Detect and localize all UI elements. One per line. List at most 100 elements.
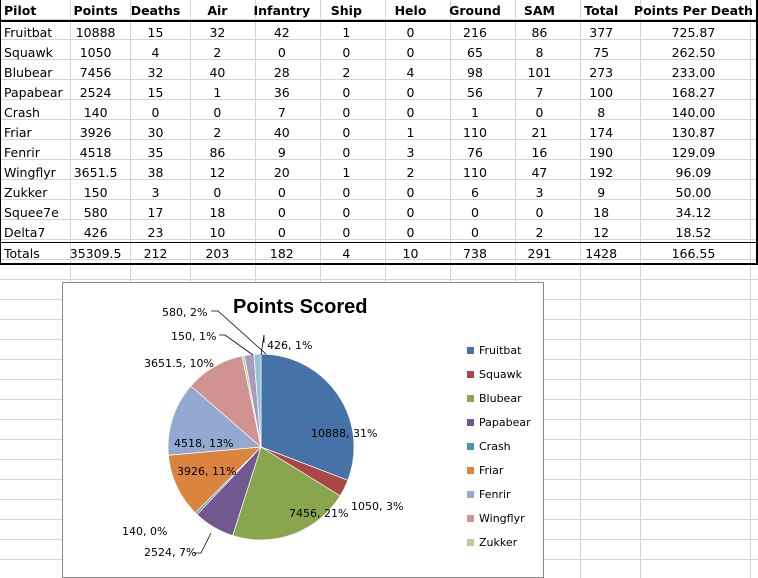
table-cell[interactable]: 98 <box>467 64 483 80</box>
table-cell[interactable]: Delta7 <box>4 224 46 240</box>
totals-cell[interactable]: 212 <box>125 242 186 265</box>
pie-slice-fruitbat[interactable] <box>260 353 355 481</box>
table-cell[interactable]: 100 <box>589 84 614 100</box>
totals-cell[interactable]: 203 <box>185 242 250 265</box>
column-header[interactable]: Infantry <box>249 0 315 22</box>
table-cell[interactable]: 725.87 <box>671 24 716 40</box>
table-cell[interactable]: 130.87 <box>671 124 716 140</box>
table-cell[interactable]: 1 <box>471 104 479 120</box>
totals-cell[interactable]: 166.55 <box>630 242 757 265</box>
table-cell[interactable]: 12 <box>593 224 610 240</box>
table-cell[interactable]: 16 <box>531 144 548 160</box>
table-cell[interactable]: 7456 <box>79 64 112 80</box>
table-cell[interactable]: 96.09 <box>675 164 712 180</box>
table-cell[interactable]: 0 <box>406 104 415 120</box>
totals-cell[interactable]: 1428 <box>571 242 631 265</box>
table-cell[interactable]: 15 <box>147 84 164 100</box>
table-cell[interactable]: 190 <box>589 144 614 160</box>
table-cell[interactable]: 0 <box>277 204 286 220</box>
table-cell[interactable]: 0 <box>342 184 351 200</box>
table-cell[interactable]: 28 <box>273 64 290 80</box>
table-cell[interactable]: 9 <box>277 144 286 160</box>
table-cell[interactable]: Blubear <box>4 64 53 80</box>
table-cell[interactable]: 0 <box>406 84 415 100</box>
table-cell[interactable]: 10 <box>209 224 226 240</box>
table-cell[interactable]: 76 <box>467 144 483 160</box>
legend-item[interactable]: Fruitbat <box>467 344 521 357</box>
table-cell[interactable]: 426 <box>83 224 108 240</box>
table-cell[interactable]: Wingflyr <box>4 164 56 180</box>
points-pie-chart[interactable]: Points Scored 10888, 31% 1050, 3% 7456, 21… <box>62 282 544 578</box>
table-cell[interactable]: 580 <box>83 204 108 220</box>
table-cell[interactable]: 7 <box>277 104 286 120</box>
table-cell[interactable]: 0 <box>471 204 479 220</box>
table-cell[interactable]: 7 <box>535 84 544 100</box>
totals-cell[interactable]: 738 <box>442 242 508 265</box>
table-cell[interactable]: 21 <box>531 124 548 140</box>
table-cell[interactable]: 8 <box>535 44 544 60</box>
totals-cell[interactable]: 182 <box>249 242 315 265</box>
table-cell[interactable]: 65 <box>467 44 483 60</box>
table-cell[interactable]: 0 <box>406 24 415 40</box>
column-header[interactable]: Pilot <box>0 0 66 22</box>
table-cell[interactable]: Fenrir <box>4 144 40 160</box>
column-header[interactable]: Points <box>65 0 126 22</box>
table-cell[interactable]: 0 <box>277 224 286 240</box>
table-cell[interactable]: 86 <box>531 24 548 40</box>
table-cell[interactable]: 75 <box>593 44 610 60</box>
table-cell[interactable]: 0 <box>406 224 415 240</box>
table-cell[interactable]: 8 <box>597 104 606 120</box>
table-cell[interactable]: 38 <box>147 164 164 180</box>
table-cell[interactable]: 0 <box>342 144 351 160</box>
table-cell[interactable]: 2 <box>213 44 222 60</box>
table-cell[interactable]: 35 <box>147 144 164 160</box>
table-cell[interactable]: 168.27 <box>671 84 716 100</box>
table-cell[interactable]: 273 <box>589 64 614 80</box>
table-cell[interactable]: 10888 <box>75 24 116 40</box>
table-cell[interactable]: Crash <box>4 104 40 120</box>
table-cell[interactable]: 192 <box>589 164 614 180</box>
table-cell[interactable]: 0 <box>277 44 286 60</box>
table-cell[interactable]: 377 <box>589 24 614 40</box>
totals-cell[interactable]: Totals <box>0 242 66 265</box>
table-cell[interactable]: 34.12 <box>675 204 712 220</box>
table-cell[interactable]: Squawk <box>4 44 53 60</box>
table-cell[interactable]: 2524 <box>79 84 112 100</box>
table-cell[interactable]: 18 <box>209 204 226 220</box>
table-cell[interactable]: 0 <box>406 44 415 60</box>
table-cell[interactable]: 6 <box>471 184 479 200</box>
pie-slice-fenrir[interactable] <box>167 385 262 456</box>
table-cell[interactable]: 47 <box>531 164 548 180</box>
table-cell[interactable]: 150 <box>83 184 108 200</box>
column-header[interactable]: Ship <box>314 0 379 22</box>
table-cell[interactable]: 2 <box>535 224 544 240</box>
table-cell[interactable]: 0 <box>535 204 544 220</box>
table-cell[interactable]: 1050 <box>79 44 112 60</box>
table-cell[interactable]: 50.00 <box>675 184 712 200</box>
table-cell[interactable]: 216 <box>463 24 487 40</box>
table-cell[interactable]: 262.50 <box>671 44 716 60</box>
table-cell[interactable]: 0 <box>213 104 222 120</box>
table-cell[interactable]: 15 <box>147 24 164 40</box>
table-cell[interactable]: 0 <box>151 104 160 120</box>
table-cell[interactable]: Fruitbat <box>4 24 53 40</box>
column-header[interactable]: Total <box>571 0 631 22</box>
table-cell[interactable]: 0 <box>342 84 351 100</box>
table-cell[interactable]: 110 <box>463 164 487 180</box>
table-cell[interactable]: 0 <box>406 204 415 220</box>
legend-item[interactable]: Papabear <box>467 416 531 429</box>
table-cell[interactable]: 0 <box>535 104 544 120</box>
table-cell[interactable]: 1 <box>213 84 222 100</box>
table-cell[interactable]: Friar <box>4 124 32 140</box>
column-header[interactable]: Air <box>185 0 250 22</box>
totals-cell[interactable]: 4 <box>314 242 379 265</box>
table-cell[interactable]: 23 <box>147 224 164 240</box>
table-cell[interactable]: 20 <box>273 164 290 180</box>
table-cell[interactable]: 12 <box>209 164 226 180</box>
totals-cell[interactable]: 35309.5 <box>65 242 126 265</box>
table-cell[interactable]: 32 <box>209 24 226 40</box>
table-cell[interactable]: 2 <box>213 124 222 140</box>
table-cell[interactable]: Papabear <box>4 84 63 100</box>
table-cell[interactable]: 4518 <box>79 144 112 160</box>
table-cell[interactable]: 3 <box>535 184 544 200</box>
